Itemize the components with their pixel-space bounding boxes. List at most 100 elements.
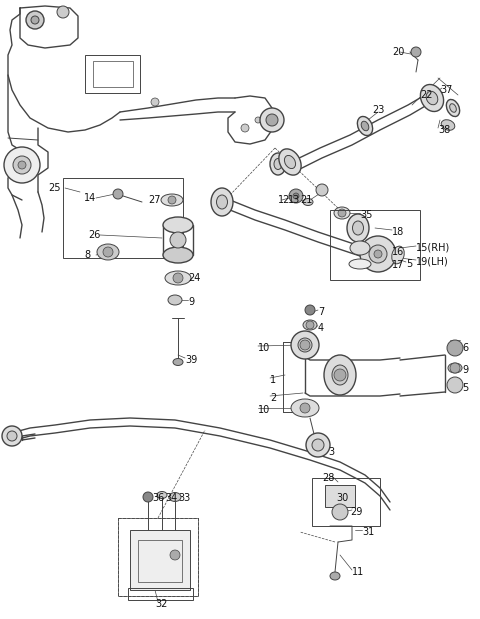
Text: 21: 21 xyxy=(300,195,312,205)
Circle shape xyxy=(300,340,310,350)
Text: 3: 3 xyxy=(328,447,334,457)
Text: 38: 38 xyxy=(438,125,450,135)
Circle shape xyxy=(411,47,421,57)
Circle shape xyxy=(334,369,346,381)
Ellipse shape xyxy=(291,399,319,417)
Text: 26: 26 xyxy=(88,230,100,240)
Circle shape xyxy=(7,431,17,441)
Text: 30: 30 xyxy=(336,493,348,503)
Circle shape xyxy=(13,156,31,174)
Text: 5: 5 xyxy=(462,383,468,393)
Text: 5: 5 xyxy=(406,259,412,269)
Ellipse shape xyxy=(303,199,313,206)
Circle shape xyxy=(103,247,113,257)
Text: 8: 8 xyxy=(84,250,90,260)
Text: 1: 1 xyxy=(270,375,276,385)
Circle shape xyxy=(2,426,22,446)
Circle shape xyxy=(241,124,249,132)
Circle shape xyxy=(31,16,39,24)
Circle shape xyxy=(113,189,123,199)
Ellipse shape xyxy=(450,104,456,112)
Text: 9: 9 xyxy=(462,365,468,375)
Text: 16: 16 xyxy=(392,247,404,257)
Circle shape xyxy=(369,245,387,263)
Ellipse shape xyxy=(298,338,312,352)
Circle shape xyxy=(450,363,460,373)
Text: 25: 25 xyxy=(48,183,60,193)
Circle shape xyxy=(293,193,299,199)
Circle shape xyxy=(26,11,44,29)
Circle shape xyxy=(260,108,284,132)
Ellipse shape xyxy=(161,194,183,206)
Ellipse shape xyxy=(334,207,350,219)
Text: 14: 14 xyxy=(84,193,96,203)
Bar xyxy=(130,530,190,590)
Circle shape xyxy=(18,161,26,169)
Ellipse shape xyxy=(169,493,181,501)
Circle shape xyxy=(306,321,314,329)
Ellipse shape xyxy=(350,241,370,255)
Text: 24: 24 xyxy=(188,273,200,283)
Text: 37: 37 xyxy=(440,85,452,95)
Ellipse shape xyxy=(392,246,404,264)
Ellipse shape xyxy=(446,100,460,116)
Ellipse shape xyxy=(157,491,167,498)
Circle shape xyxy=(151,98,159,106)
Text: 20: 20 xyxy=(392,47,404,57)
Ellipse shape xyxy=(173,358,183,365)
Text: 29: 29 xyxy=(350,507,362,517)
Ellipse shape xyxy=(270,153,286,175)
Circle shape xyxy=(143,492,153,502)
Circle shape xyxy=(305,305,315,315)
Text: 22: 22 xyxy=(420,90,432,100)
Bar xyxy=(118,518,198,596)
Ellipse shape xyxy=(448,363,462,373)
Circle shape xyxy=(447,377,463,393)
Ellipse shape xyxy=(347,214,369,242)
Text: 13: 13 xyxy=(288,195,300,205)
Text: 10: 10 xyxy=(258,405,270,415)
Text: 9: 9 xyxy=(188,297,194,307)
Text: 10: 10 xyxy=(258,343,270,353)
Text: 18: 18 xyxy=(392,227,404,237)
Text: 12: 12 xyxy=(278,195,290,205)
Ellipse shape xyxy=(303,320,317,330)
Ellipse shape xyxy=(361,121,369,131)
Bar xyxy=(85,55,140,93)
Ellipse shape xyxy=(349,259,371,269)
Text: 32: 32 xyxy=(155,599,168,609)
Text: 6: 6 xyxy=(462,343,468,353)
Circle shape xyxy=(173,273,183,283)
Ellipse shape xyxy=(168,295,182,305)
Bar xyxy=(330,210,420,280)
Text: 28: 28 xyxy=(322,473,335,483)
Text: 2: 2 xyxy=(270,393,276,403)
Text: 27: 27 xyxy=(148,195,160,205)
Circle shape xyxy=(447,340,463,356)
Text: 33: 33 xyxy=(178,493,190,503)
Ellipse shape xyxy=(279,149,301,175)
Circle shape xyxy=(266,114,278,126)
Text: 36: 36 xyxy=(152,493,164,503)
Text: 39: 39 xyxy=(185,355,197,365)
Ellipse shape xyxy=(274,158,282,170)
Circle shape xyxy=(289,189,303,203)
Ellipse shape xyxy=(352,221,363,235)
Bar xyxy=(118,518,198,596)
Ellipse shape xyxy=(441,119,455,130)
Circle shape xyxy=(300,403,310,413)
Ellipse shape xyxy=(165,271,191,285)
Ellipse shape xyxy=(330,572,340,580)
Ellipse shape xyxy=(426,91,438,105)
Ellipse shape xyxy=(97,244,119,260)
Ellipse shape xyxy=(332,365,348,385)
Circle shape xyxy=(255,117,261,123)
Bar xyxy=(93,61,133,87)
Text: 7: 7 xyxy=(318,307,324,317)
Circle shape xyxy=(338,209,346,217)
Text: 11: 11 xyxy=(352,567,364,577)
Circle shape xyxy=(332,504,348,520)
Bar xyxy=(312,478,380,526)
Ellipse shape xyxy=(285,155,296,168)
Ellipse shape xyxy=(163,217,193,233)
